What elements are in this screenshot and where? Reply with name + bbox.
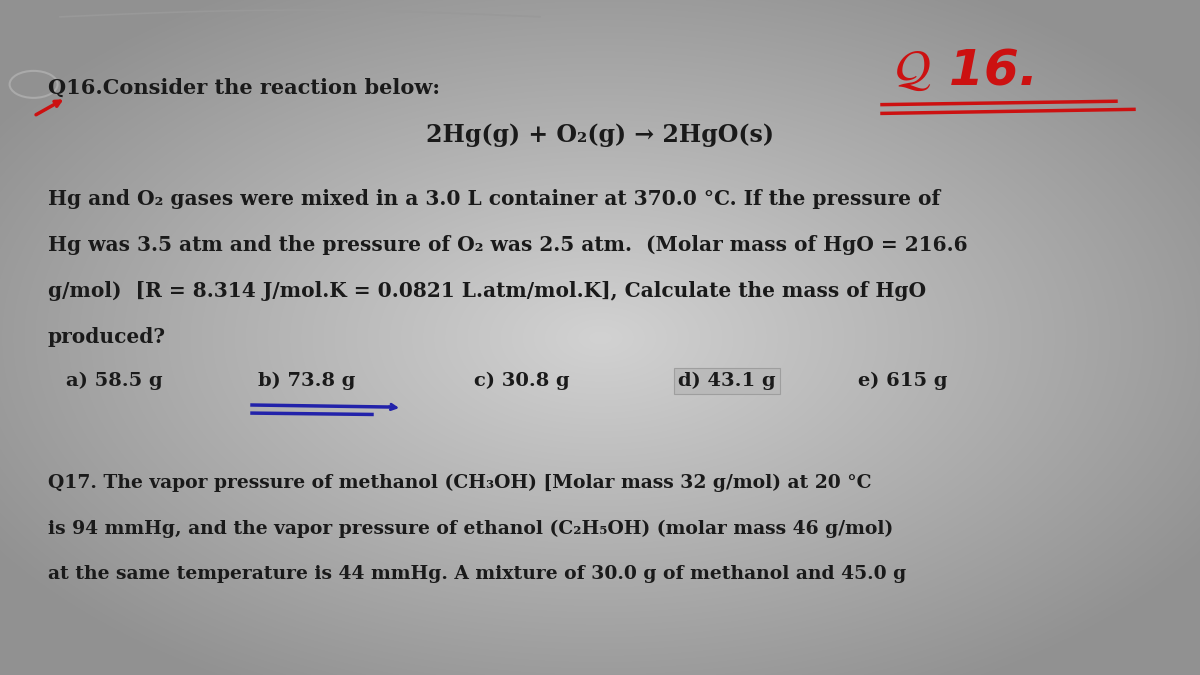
Text: g/mol)  [R = 8.314 J/mol.K = 0.0821 L.atm/mol.K], Calculate the mass of HgO: g/mol) [R = 8.314 J/mol.K = 0.0821 L.atm… (48, 281, 926, 301)
Text: e) 615 g: e) 615 g (858, 372, 948, 391)
Text: Hg was 3.5 atm and the pressure of O₂ was 2.5 atm.  (Molar mass of HgO = 216.6: Hg was 3.5 atm and the pressure of O₂ wa… (48, 235, 967, 255)
Text: produced?: produced? (48, 327, 166, 347)
Text: 2Hg(g) + O₂(g) → 2HgO(s): 2Hg(g) + O₂(g) → 2HgO(s) (426, 123, 774, 147)
Text: is 94 mmHg, and the vapor pressure of ethanol (C₂H₅OH) (molar mass 46 g/mol): is 94 mmHg, and the vapor pressure of et… (48, 519, 893, 538)
Text: b) 73.8 g: b) 73.8 g (258, 372, 355, 391)
Text: at the same temperature is 44 mmHg. A mixture of 30.0 g of methanol and 45.0 g: at the same temperature is 44 mmHg. A mi… (48, 566, 906, 583)
Text: Hg and O₂ gases were mixed in a 3.0 L container at 370.0 °C. If the pressure of: Hg and O₂ gases were mixed in a 3.0 L co… (48, 189, 940, 209)
Text: c) 30.8 g: c) 30.8 g (474, 372, 570, 391)
Text: Q16.Consider the reaction below:: Q16.Consider the reaction below: (48, 78, 440, 98)
Text: a) 58.5 g: a) 58.5 g (66, 372, 163, 391)
Text: d) 43.1 g: d) 43.1 g (678, 372, 775, 391)
Text: Q17. The vapor pressure of methanol (CH₃OH) [Molar mass 32 g/mol) at 20 °C: Q17. The vapor pressure of methanol (CH₃… (48, 473, 871, 492)
Text: $\mathcal{Q}$ 16.: $\mathcal{Q}$ 16. (894, 47, 1033, 95)
